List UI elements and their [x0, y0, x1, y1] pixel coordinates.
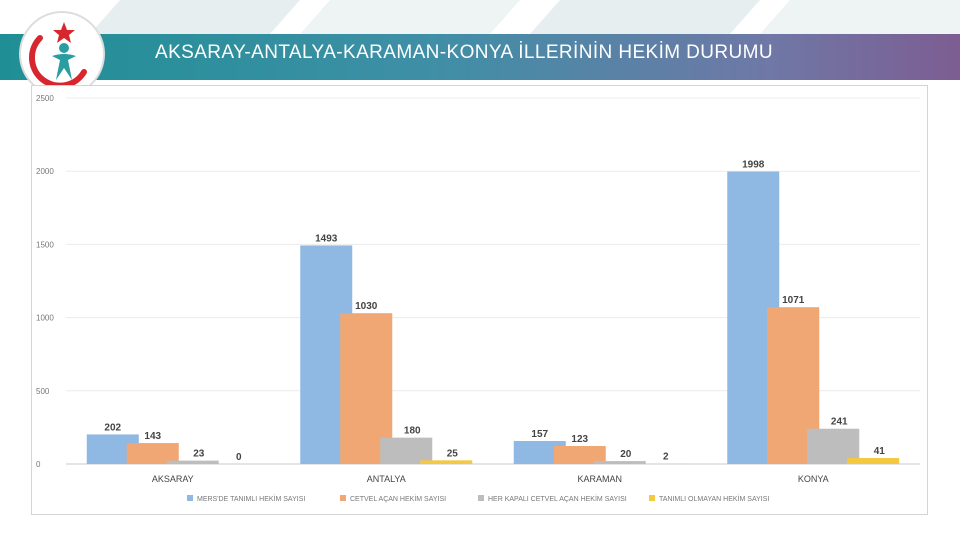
data-label: 123	[571, 434, 588, 445]
data-label: 1493	[315, 233, 338, 244]
data-label: 2	[663, 452, 669, 463]
data-label: 25	[447, 448, 459, 459]
legend-swatch	[478, 495, 484, 501]
bar	[513, 441, 566, 464]
bar	[126, 443, 179, 464]
data-label: 0	[236, 452, 242, 463]
header-stripes	[0, 0, 960, 34]
bar	[166, 460, 219, 464]
category-label: ANTALYA	[367, 474, 406, 484]
page-title: AKSARAY-ANTALYA-KARAMAN-KONYA İLLERİNİN …	[155, 42, 774, 63]
data-label: 157	[531, 429, 548, 440]
data-label: 23	[193, 449, 205, 460]
y-tick-label: 0	[36, 460, 41, 469]
legend-label: CETVEL AÇAN HEKİM SAYISI	[350, 494, 446, 503]
legend-swatch	[340, 495, 346, 501]
category-label: KONYA	[798, 474, 829, 484]
bar	[553, 445, 606, 464]
header-band	[0, 34, 960, 80]
data-label: 41	[874, 446, 886, 457]
legend-swatch	[187, 495, 193, 501]
stripe-decoration	[90, 0, 960, 34]
bar	[420, 460, 473, 464]
category-label: AKSARAY	[152, 474, 194, 484]
data-label: 1998	[742, 159, 765, 170]
y-tick-label: 1000	[36, 314, 54, 323]
legend-label: TANIMLI OLMAYAN HEKİM SAYISI	[659, 494, 769, 503]
data-label: 180	[404, 426, 421, 437]
bar	[380, 437, 433, 464]
data-label: 1071	[782, 295, 805, 306]
y-tick-label: 2500	[36, 94, 54, 103]
y-tick-label: 500	[36, 387, 50, 396]
bar	[593, 461, 646, 464]
legend-label: HER KAPALI CETVEL AÇAN HEKİM SAYISI	[488, 494, 627, 503]
category-label: KARAMAN	[577, 474, 622, 484]
legend-swatch	[649, 495, 655, 501]
y-tick-label: 2000	[36, 167, 54, 176]
data-label: 1030	[355, 301, 378, 312]
chart-frame: 0 500 1000 1500 2000 2500 202 143 23 0 AKSARAY 1493…	[31, 85, 928, 515]
legend-label: MERS'DE TANIMLI HEKİM SAYISI	[197, 494, 305, 503]
bar	[847, 457, 900, 464]
data-label: 202	[104, 422, 121, 433]
y-tick-label: 1500	[36, 240, 54, 249]
data-label: 241	[831, 417, 848, 428]
ministry-logo	[12, 8, 112, 100]
data-label: 143	[144, 431, 161, 442]
data-label: 20	[620, 449, 632, 460]
